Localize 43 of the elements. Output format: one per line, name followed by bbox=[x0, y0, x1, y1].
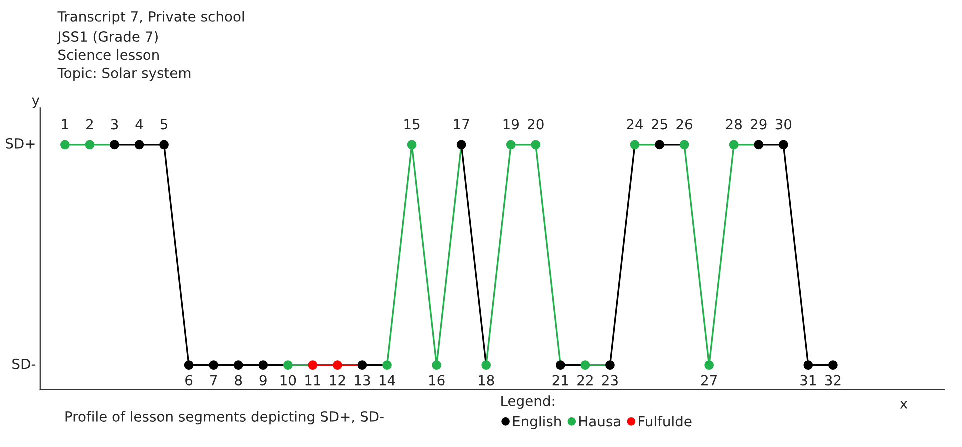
x-tick-label: 28 bbox=[726, 119, 742, 130]
text: Profile of lesson segments depicting SD+, SD- bbox=[66, 411, 384, 425]
chart-title: Transcript 7, Private school bbox=[58, 11, 244, 25]
x-tick-label: 5 bbox=[160, 119, 168, 130]
x-axis-title: x bbox=[900, 401, 908, 409]
x-tick-label: 1 bbox=[62, 119, 68, 130]
y-axis-title: y bbox=[32, 98, 40, 108]
x-tick-label: 12 bbox=[330, 375, 346, 386]
legend-label: Hausa bbox=[580, 416, 620, 427]
text: SD- bbox=[12, 358, 36, 370]
x-tick-label: 13 bbox=[355, 375, 370, 386]
x-tick-label: 4 bbox=[136, 119, 144, 130]
x-tick-label: 14 bbox=[380, 375, 396, 386]
x-tick-label: 11 bbox=[306, 375, 320, 386]
x-tick-label: 30 bbox=[776, 119, 792, 130]
x-tick-label: 26 bbox=[676, 119, 693, 130]
x-tick-label: 17 bbox=[454, 119, 470, 130]
x-tick-label: 21 bbox=[552, 375, 568, 386]
legend-title: Legend: bbox=[502, 396, 554, 410]
x-tick-label: 2 bbox=[86, 119, 93, 130]
x-tick-label: 27 bbox=[702, 375, 717, 386]
legend-label: Fulfulde bbox=[639, 416, 692, 427]
x-tick-label: 10 bbox=[280, 375, 296, 386]
x-tick-label: 31 bbox=[800, 375, 816, 386]
x-tick-label: 19 bbox=[504, 119, 519, 130]
x-tick-label: 3 bbox=[111, 119, 118, 130]
chart-subtitle: JSS1 (Grade 7) Science lesson Topic: Solar system bbox=[57, 31, 191, 82]
x-tick-label: 25 bbox=[652, 119, 668, 130]
x-tick-label: 20 bbox=[528, 119, 544, 130]
x-tick-label: 9 bbox=[260, 375, 267, 386]
x-tick-label: 15 bbox=[404, 119, 420, 130]
x-tick-label: 7 bbox=[210, 375, 218, 386]
x-tick-label: 29 bbox=[751, 119, 767, 130]
text: SD+ bbox=[6, 138, 35, 149]
x-tick-label: 18 bbox=[479, 375, 494, 386]
x-tick-label: 32 bbox=[825, 375, 841, 386]
x-tick-label: 23 bbox=[602, 375, 618, 386]
x-tick-label: 22 bbox=[578, 375, 593, 386]
legend-label: English bbox=[513, 416, 562, 430]
x-tick-label: 8 bbox=[235, 375, 242, 386]
x-tick-label: 6 bbox=[186, 375, 193, 386]
x-tick-label: 24 bbox=[627, 119, 644, 130]
x-tick-label: 16 bbox=[429, 375, 445, 386]
